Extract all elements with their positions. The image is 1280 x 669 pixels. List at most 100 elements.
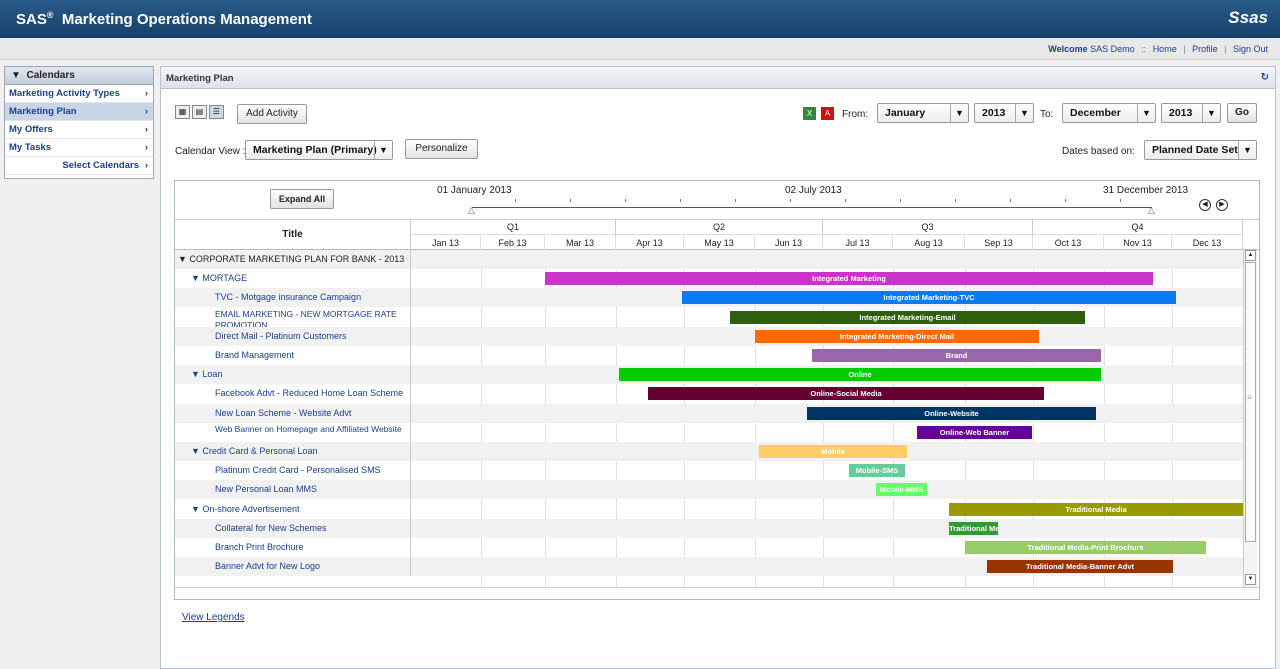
to-year-select[interactable]: 2013 ▼ bbox=[1161, 103, 1221, 123]
month-header: May 13 bbox=[684, 235, 755, 251]
timeline-tick bbox=[680, 199, 681, 202]
title-column-header: Title bbox=[175, 220, 411, 251]
row-title[interactable]: Banner Advt for New Logo bbox=[175, 557, 411, 576]
activity-bar[interactable]: Online-Website bbox=[807, 407, 1096, 420]
chevron-down-icon: ▼ bbox=[1015, 104, 1033, 122]
view-legends-link[interactable]: View Legends bbox=[182, 612, 245, 623]
calendar-view-label: Calendar View : bbox=[175, 146, 246, 157]
sign-out-link[interactable]: Sign Out bbox=[1232, 44, 1268, 54]
home-link[interactable]: Home bbox=[1152, 44, 1177, 54]
month-view-icon[interactable]: ▦ bbox=[175, 105, 190, 119]
calendar-view-select[interactable]: Marketing Plan (Primary) ▼ bbox=[245, 140, 393, 160]
row-title[interactable]: ▼ Credit Card & Personal Loan bbox=[175, 442, 411, 461]
add-activity-button[interactable]: Add Activity bbox=[237, 104, 307, 124]
app-title: SAS® Marketing Operations Management bbox=[16, 10, 312, 28]
expand-all-button[interactable]: Expand All bbox=[270, 189, 334, 209]
activity-bar[interactable]: Mobile-MMS bbox=[876, 483, 927, 496]
row-title[interactable]: ▼ Loan bbox=[175, 365, 411, 384]
month-header: Dec 13 bbox=[1172, 235, 1243, 251]
gantt-footer-strip bbox=[175, 587, 1259, 599]
pdf-export-icon[interactable]: A bbox=[821, 107, 834, 120]
timeline-next-icon[interactable]: ▶ bbox=[1216, 199, 1228, 211]
row-title[interactable]: Brand Management bbox=[175, 346, 411, 365]
activity-bar[interactable]: Online-Social Media bbox=[648, 387, 1044, 400]
timeline-tick bbox=[625, 199, 626, 202]
row-title[interactable]: Platinum Credit Card - Personalised SMS bbox=[175, 461, 411, 480]
activity-bar[interactable]: Online bbox=[619, 368, 1101, 381]
row-title[interactable]: Web Banner on Homepage and Affiliated We… bbox=[175, 423, 411, 442]
personalize-button[interactable]: Personalize bbox=[405, 139, 478, 159]
gantt-row: Banner Advt for New Logo Traditional Medi… bbox=[175, 557, 1243, 576]
from-year-select[interactable]: 2013 ▼ bbox=[974, 103, 1034, 123]
activity-bar[interactable]: Integrated Marketing-TVC bbox=[682, 291, 1176, 304]
sidebar-item-my-offers[interactable]: My Offers › bbox=[5, 121, 153, 139]
sidebar-item-marketing-activity-types[interactable]: Marketing Activity Types › bbox=[5, 85, 153, 103]
sidebar-item-marketing-plan[interactable]: Marketing Plan › bbox=[5, 103, 153, 121]
calendar-view-icon[interactable]: ▤ bbox=[192, 105, 207, 119]
panel-title: Marketing Plan bbox=[166, 73, 234, 84]
timeline-prev-icon[interactable]: ◀ bbox=[1199, 199, 1211, 211]
calendars-header[interactable]: ▼ Calendars bbox=[5, 67, 153, 85]
activity-bar[interactable]: Integrated Marketing-Direct Mail bbox=[755, 330, 1039, 343]
gantt-view-icon[interactable]: ☰ bbox=[209, 105, 224, 119]
gantt-row: Branch Print Brochure Traditional Media-P… bbox=[175, 538, 1243, 557]
timeline-tick bbox=[570, 199, 571, 202]
gantt-row: Web Banner on Homepage and Affiliated We… bbox=[175, 423, 1243, 442]
scroll-down-icon[interactable]: ▼ bbox=[1245, 574, 1256, 585]
row-title[interactable]: EMAIL MARKETING - NEW MORTGAGE RATE PROM… bbox=[175, 308, 411, 330]
welcome-bar: Welcome SAS Demo :: Home | Profile | Sig… bbox=[0, 38, 1280, 60]
to-label: To: bbox=[1040, 109, 1054, 120]
row-title[interactable]: Direct Mail - Platinum Customers bbox=[175, 327, 411, 346]
month-header: Mar 13 bbox=[545, 235, 616, 251]
go-button[interactable]: Go bbox=[1227, 103, 1257, 123]
to-month-select[interactable]: December ▼ bbox=[1062, 103, 1156, 123]
activity-bar[interactable]: Brand bbox=[812, 349, 1101, 362]
collapse-icon[interactable]: ▼ bbox=[11, 70, 21, 81]
activity-bar[interactable]: Traditional Media-Print Brochure bbox=[965, 541, 1206, 554]
scrollbar-thumb[interactable]: ≡ bbox=[1245, 262, 1256, 542]
timeline-mid-label: 02 July 2013 bbox=[785, 185, 842, 196]
activity-bar[interactable]: Traditional Media bbox=[949, 503, 1243, 516]
vertical-scrollbar[interactable]: ▲ ≡ ▼ bbox=[1243, 250, 1257, 587]
chevron-right-icon: › bbox=[144, 142, 148, 153]
timeline-slider-track[interactable] bbox=[472, 207, 1152, 208]
activity-bar[interactable]: Integrated Marketing bbox=[545, 272, 1153, 285]
activity-bar[interactable]: Mobile-SMS bbox=[849, 464, 905, 477]
timeline-tick bbox=[845, 199, 846, 202]
row-title[interactable]: Collateral for New Schemes bbox=[175, 519, 411, 538]
row-title[interactable]: Facebook Advt - Reduced Home Loan Scheme bbox=[175, 384, 411, 403]
gantt-chart: Expand All 01 January 2013 02 July 2013 … bbox=[174, 180, 1260, 600]
row-title[interactable]: ▼ On-shore Advertisement bbox=[175, 500, 411, 519]
profile-link[interactable]: Profile bbox=[1192, 44, 1218, 54]
dates-based-on-select[interactable]: Planned Date Set ▼ bbox=[1144, 140, 1257, 160]
activity-bar[interactable]: Integrated Marketing-Email bbox=[730, 311, 1085, 324]
select-calendars-link[interactable]: Select Calendars › bbox=[5, 157, 153, 175]
activity-bar[interactable]: Mobile bbox=[759, 445, 907, 458]
chevron-down-icon: ▼ bbox=[374, 141, 392, 159]
timeline-tick bbox=[1010, 199, 1011, 202]
activity-bar[interactable]: Online-Web Banner bbox=[917, 426, 1032, 439]
row-title[interactable]: Branch Print Brochure bbox=[175, 538, 411, 557]
activity-bar[interactable]: Traditional Mex bbox=[949, 522, 998, 535]
row-title[interactable]: New Personal Loan MMS bbox=[175, 480, 411, 499]
sidebar-item-my-tasks[interactable]: My Tasks › bbox=[5, 139, 153, 157]
timeline-tick bbox=[515, 199, 516, 202]
row-title[interactable]: ▼ CORPORATE MARKETING PLAN FOR BANK - 20… bbox=[175, 250, 411, 269]
gantt-row: ▼ On-shore Advertisement Traditional Medi… bbox=[175, 500, 1243, 519]
from-month-select[interactable]: January ▼ bbox=[877, 103, 969, 123]
activity-bar[interactable]: Traditional Media-Banner Advt bbox=[987, 560, 1173, 573]
timeline-end-handle[interactable]: △ bbox=[1148, 205, 1155, 215]
refresh-icon[interactable]: ↻ bbox=[1260, 72, 1269, 83]
row-title[interactable]: New Loan Scheme - Website Advt bbox=[175, 404, 411, 423]
chevron-down-icon: ▼ bbox=[1137, 104, 1155, 122]
welcome-area: Welcome SAS Demo :: Home | Profile | Sig… bbox=[1048, 44, 1268, 54]
timeline-start-handle[interactable]: △ bbox=[468, 205, 475, 215]
scroll-up-icon[interactable]: ▲ bbox=[1245, 250, 1256, 261]
grip-icon: ≡ bbox=[1247, 393, 1252, 402]
gantt-row: ▼ Loan Online bbox=[175, 365, 1243, 384]
from-label: From: bbox=[842, 109, 869, 120]
month-header: Jul 13 bbox=[823, 235, 893, 251]
excel-export-icon[interactable]: X bbox=[803, 107, 816, 120]
row-title[interactable]: ▼ MORTAGE bbox=[175, 269, 411, 288]
row-title[interactable]: TVC - Motgage insurance Campaign bbox=[175, 288, 411, 307]
